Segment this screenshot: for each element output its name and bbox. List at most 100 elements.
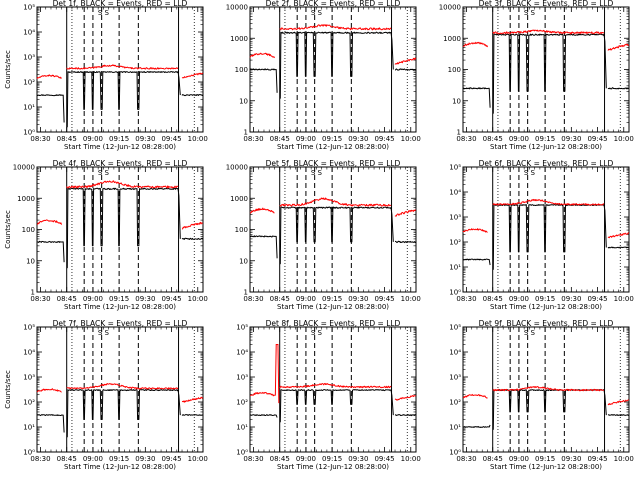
chart-title: Det 5f, BLACK = Events, RED = LLD bbox=[266, 159, 401, 168]
y-tick-label: 10¹ bbox=[449, 264, 461, 272]
y-tick-label: 100 bbox=[235, 66, 248, 74]
marker-annotation: S S bbox=[98, 329, 110, 337]
x-tick-label: 08:45 bbox=[270, 455, 290, 463]
x-tick-label: 08:45 bbox=[270, 295, 290, 303]
lld-series-line bbox=[462, 386, 629, 406]
x-tick-label: 09:00 bbox=[509, 135, 529, 143]
x-tick-label: 09:45 bbox=[587, 455, 607, 463]
x-tick-label: 08:45 bbox=[483, 135, 503, 143]
events-series-line bbox=[249, 389, 417, 423]
x-tick-label: 09:30 bbox=[135, 295, 155, 303]
chart-panel-6: Det 6f, BLACK = Events, RED = LLD 10⁰ 10¹ 1… bbox=[449, 159, 634, 311]
y-tick-label: 10 bbox=[239, 257, 248, 265]
x-axis-label: Start Time (12-Jun-12 08:28:00) bbox=[490, 143, 602, 151]
x-tick-label: 09:00 bbox=[83, 295, 103, 303]
x-tick-label: 10:00 bbox=[614, 295, 634, 303]
y-tick-label: 1000 bbox=[230, 195, 248, 203]
marker-annotation: S S bbox=[98, 9, 110, 17]
plot-frame bbox=[249, 326, 417, 453]
lld-spike-line bbox=[274, 343, 280, 404]
chart-title: Det 3f, BLACK = Events, RED = LLD bbox=[479, 0, 614, 8]
x-tick-label: 09:00 bbox=[83, 455, 103, 463]
x-tick-label: 10:00 bbox=[614, 455, 634, 463]
x-tick-label: 09:15 bbox=[322, 295, 342, 303]
y-tick-label: 10⁰ bbox=[23, 449, 35, 457]
marker-annotation: S S bbox=[311, 169, 323, 177]
marker-annotation: S S bbox=[524, 9, 536, 17]
y-tick-label: 1 bbox=[457, 129, 461, 137]
y-tick-label: 1000 bbox=[443, 35, 461, 43]
y-tick-label: 10⁵ bbox=[236, 324, 248, 332]
y-tick-label: 10² bbox=[23, 79, 35, 87]
chart-panel-5: Det 5f, BLACK = Events, RED = LLD 1 10 100 1… bbox=[226, 159, 421, 311]
x-tick-label: 09:15 bbox=[109, 295, 129, 303]
x-tick-label: 08:30 bbox=[30, 135, 50, 143]
x-tick-label: 09:15 bbox=[109, 135, 129, 143]
x-tick-label: 08:30 bbox=[30, 455, 50, 463]
y-tick-label: 10000 bbox=[439, 4, 461, 12]
y-tick-label: 10⁰ bbox=[236, 449, 248, 457]
y-tick-label: 10⁴ bbox=[449, 189, 461, 197]
x-tick-label: 10:00 bbox=[401, 295, 421, 303]
chart-title: Det 6f, BLACK = Events, RED = LLD bbox=[479, 159, 614, 168]
y-tick-label: 10 bbox=[239, 97, 248, 105]
y-tick-label: 10³ bbox=[23, 374, 35, 382]
x-tick-label: 08:45 bbox=[57, 135, 77, 143]
y-tick-label: 10⁵ bbox=[23, 324, 35, 332]
x-tick-label: 08:45 bbox=[483, 455, 503, 463]
marker-annotation: S S bbox=[524, 169, 536, 177]
y-tick-label: 100 bbox=[448, 66, 461, 74]
plot-frame bbox=[36, 326, 204, 453]
y-tick-label: 10² bbox=[449, 239, 461, 247]
chart-panel-1: Det 1f, BLACK = Events, RED = LLD 10⁰ 10¹ 1… bbox=[4, 0, 208, 151]
y-tick-label: 10² bbox=[23, 399, 35, 407]
x-tick-label: 09:00 bbox=[83, 135, 103, 143]
y-tick-label: 1 bbox=[31, 289, 35, 297]
y-tick-label: 10⁴ bbox=[236, 349, 248, 357]
x-tick-label: 09:15 bbox=[322, 455, 342, 463]
x-tick-label: 08:30 bbox=[243, 295, 263, 303]
x-tick-label: 08:30 bbox=[456, 455, 476, 463]
x-tick-label: 08:30 bbox=[30, 295, 50, 303]
lld-series-line bbox=[249, 197, 417, 217]
y-tick-label: 10000 bbox=[226, 4, 248, 12]
chart-panel-4: Det 4f, BLACK = Events, RED = LLD 1 10 100 1… bbox=[4, 159, 208, 311]
x-tick-label: 09:15 bbox=[535, 455, 555, 463]
y-tick-label: 10000 bbox=[226, 164, 248, 172]
x-tick-label: 08:30 bbox=[456, 295, 476, 303]
x-tick-label: 09:30 bbox=[135, 455, 155, 463]
x-tick-label: 10:00 bbox=[188, 455, 208, 463]
x-tick-label: 08:45 bbox=[483, 295, 503, 303]
chart-title: Det 4f, BLACK = Events, RED = LLD bbox=[53, 159, 188, 168]
x-tick-label: 10:00 bbox=[614, 135, 634, 143]
y-tick-label: 1 bbox=[244, 289, 248, 297]
x-tick-label: 09:00 bbox=[509, 295, 529, 303]
events-series-line bbox=[36, 71, 203, 128]
x-tick-label: 09:00 bbox=[296, 135, 316, 143]
x-tick-label: 09:45 bbox=[161, 135, 181, 143]
x-tick-label: 08:45 bbox=[57, 455, 77, 463]
marker-annotation: S S bbox=[98, 169, 110, 177]
y-tick-label: 10⁴ bbox=[449, 349, 461, 357]
x-tick-label: 09:30 bbox=[348, 295, 368, 303]
x-axis-label: Start Time (12-Jun-12 08:28:00) bbox=[490, 303, 602, 311]
y-tick-label: 10⁴ bbox=[23, 349, 35, 357]
marker-annotation: S S bbox=[311, 9, 323, 17]
y-tick-label: 100 bbox=[235, 226, 248, 234]
chart-panel-2: Det 2f, BLACK = Events, RED = LLD 1 10 100 1… bbox=[226, 0, 421, 151]
x-tick-label: 09:45 bbox=[161, 295, 181, 303]
y-tick-label: 10⁴ bbox=[23, 29, 35, 37]
chart-title: Det 8f, BLACK = Events, RED = LLD bbox=[266, 319, 401, 328]
y-tick-label: 10000 bbox=[13, 164, 35, 172]
x-tick-label: 09:30 bbox=[561, 295, 581, 303]
y-axis-label: Counts/sec bbox=[4, 370, 12, 409]
y-tick-label: 10¹ bbox=[23, 424, 35, 432]
y-tick-label: 10¹ bbox=[449, 424, 461, 432]
y-tick-label: 10⁵ bbox=[449, 164, 461, 172]
marker-annotation: S S bbox=[311, 329, 323, 337]
y-tick-label: 10¹ bbox=[23, 104, 35, 112]
x-tick-label: 10:00 bbox=[188, 295, 208, 303]
x-axis-label: Start Time (12-Jun-12 08:28:00) bbox=[64, 463, 176, 471]
x-tick-label: 08:30 bbox=[243, 135, 263, 143]
